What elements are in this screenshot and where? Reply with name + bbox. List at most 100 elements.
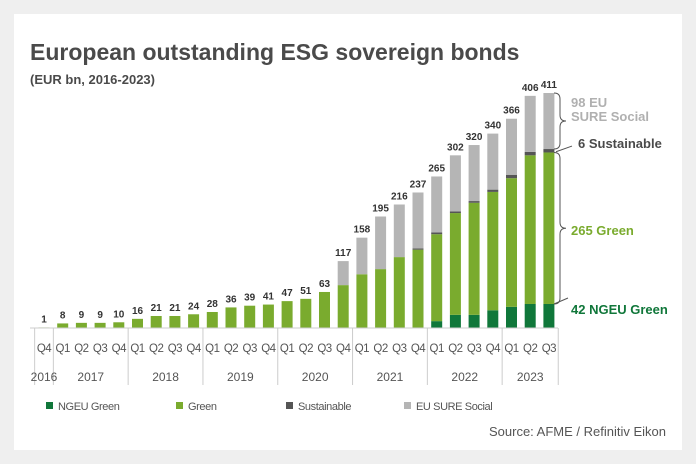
year-label: 2016: [31, 370, 58, 384]
bar-segment-green: [225, 307, 237, 328]
year-label: 2017: [77, 370, 104, 384]
quarter-tick-label: Q1: [355, 343, 369, 355]
quarter-tick-label: Q2: [523, 343, 537, 355]
bar-segment-green: [543, 152, 555, 304]
value-label: 158: [354, 225, 371, 236]
quarter-tick-label: Q1: [280, 343, 294, 355]
value-label: 47: [282, 288, 294, 299]
quarter-tick-label: Q4: [261, 343, 276, 355]
annotation-sustainable: 6 Sustainable: [578, 136, 662, 151]
bar-segment-eu-sure-social: [543, 93, 555, 150]
year-label: 2018: [152, 370, 179, 384]
quarter-tick-label: Q1: [430, 343, 444, 355]
value-label: 406: [522, 83, 539, 94]
brace: [553, 151, 567, 305]
value-label: 411: [541, 80, 558, 91]
bar-segment-green: [150, 315, 162, 328]
quarter-tick-label: Q1: [56, 343, 70, 355]
bar-segment-green: [524, 155, 536, 304]
value-label: 302: [447, 142, 464, 153]
value-label: 9: [79, 310, 85, 321]
value-label: 195: [372, 204, 389, 215]
value-label: 41: [263, 292, 275, 303]
quarter-tick-label: Q4: [336, 343, 351, 355]
bar-segment-green: [431, 234, 443, 322]
bar-segment-green: [393, 257, 405, 328]
legend-label: Sustainable: [298, 401, 351, 413]
bar-segment-ngeu-green: [543, 303, 555, 328]
quarter-tick-label: Q3: [317, 343, 331, 355]
quarter-tick-label: Q4: [186, 343, 201, 355]
bar-segment-ngeu-green: [468, 314, 480, 328]
leader-line: [555, 145, 573, 153]
bar-segment-green: [169, 315, 181, 328]
bar-segment-ngeu-green: [449, 314, 461, 328]
quarter-tick-label: Q1: [504, 343, 518, 355]
bar-segment-green: [75, 322, 87, 328]
value-label: 16: [132, 306, 144, 317]
value-label: 117: [335, 248, 352, 259]
bar-segment-green: [113, 322, 125, 328]
value-label: 10: [113, 309, 125, 320]
legend-swatch: [176, 402, 183, 409]
quarter-tick-label: Q4: [112, 343, 127, 355]
quarter-tick-label: Q4: [411, 343, 426, 355]
quarter-tick-label: Q3: [243, 343, 257, 355]
bar-segment-green: [319, 291, 330, 328]
quarter-tick-label: Q2: [448, 343, 462, 355]
legend-swatch: [404, 402, 411, 409]
year-label: 2023: [517, 370, 544, 384]
bar-segment-ngeu-green: [506, 306, 517, 328]
value-label: 265: [428, 163, 445, 174]
quarter-tick-label: Q2: [149, 343, 163, 355]
chart-subtitle: (EUR bn, 2016-2023): [30, 72, 155, 87]
bar-segment-green: [449, 213, 461, 315]
bar-segment-eu-sure-social: [449, 155, 461, 212]
bar-segment-eu-sure-social: [356, 237, 368, 275]
annotation-social: 98 EU SURE Social: [571, 95, 649, 124]
value-label: 8: [60, 310, 66, 321]
legend-label: Green: [188, 401, 217, 413]
bar-segment-green: [132, 318, 143, 328]
quarter-tick-label: Q1: [130, 343, 144, 355]
leader-line: [553, 297, 569, 305]
legend-label: NGEU Green: [58, 401, 120, 413]
year-label: 2022: [451, 370, 478, 384]
bar-segment-sustainable: [524, 151, 536, 156]
bar-segment-ngeu-green: [524, 303, 536, 328]
bar-segment-ngeu-green: [487, 310, 499, 328]
bar-segment-green: [94, 322, 106, 328]
bar-segment-eu-sure-social: [393, 204, 405, 258]
quarter-tick-label: Q2: [74, 343, 88, 355]
bar-segment-green: [468, 202, 480, 315]
bar-segment-green: [281, 301, 293, 328]
year-label: 2019: [227, 370, 254, 384]
bar-segment-green: [487, 191, 499, 311]
value-label: 24: [188, 301, 200, 312]
bar-segment-green: [262, 304, 274, 328]
bar-segment-eu-sure-social: [375, 216, 387, 270]
value-label: 340: [484, 121, 501, 132]
bar-segment-sustainable: [506, 174, 517, 179]
bar-segment-eu-sure-social: [524, 95, 536, 152]
chart-card: [14, 14, 682, 450]
bar-segment-green: [300, 298, 312, 328]
bar-segment-eu-sure-social: [337, 261, 349, 286]
legend-swatch: [286, 402, 293, 409]
value-label: 28: [207, 299, 219, 310]
quarter-tick-label: Q2: [224, 343, 238, 355]
value-label: 36: [225, 294, 237, 305]
bar-segment-eu-sure-social: [506, 118, 517, 175]
bar-segment-sustainable: [449, 211, 461, 214]
value-label: 366: [503, 106, 520, 117]
quarter-tick-label: Q4: [37, 343, 52, 355]
quarter-tick-label: Q3: [392, 343, 406, 355]
bar-segment-eu-sure-social: [431, 176, 443, 233]
bar-segment-sustainable: [412, 248, 424, 250]
value-label: 21: [151, 303, 163, 314]
value-label: 21: [169, 303, 181, 314]
value-label: 63: [319, 279, 331, 290]
value-label: 216: [391, 191, 408, 202]
source-note: Source: AFME / Refinitiv Eikon: [489, 424, 666, 439]
value-label: 320: [466, 132, 483, 143]
